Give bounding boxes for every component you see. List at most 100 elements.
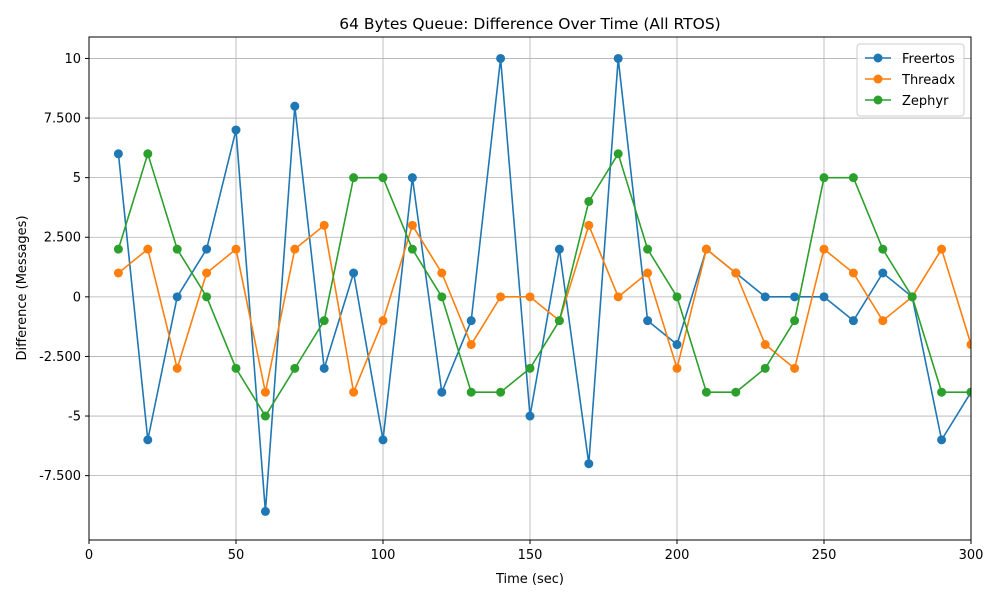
series-line-freertos [117,57,971,513]
plot-area [113,53,971,516]
data-point [701,387,711,397]
data-point [378,316,388,326]
data-point [554,244,564,254]
data-point [613,53,623,63]
legend-marker [873,95,883,105]
data-point [848,173,858,183]
data-point [790,316,800,326]
data-point [760,292,770,302]
data-point [672,363,682,373]
legend-box [856,43,965,117]
x-tick-label: 0 [85,548,93,563]
x-tick-label: 50 [228,548,245,563]
data-point [202,268,212,278]
data-point [525,411,535,421]
y-axis-ticks: 10 7.500 5 2.500 0 -2.500 -5 -7.500 [39,52,89,484]
y-tick-label: -5 [68,410,81,425]
data-point [231,244,241,254]
data-point [643,268,653,278]
data-point [496,292,506,302]
data-point [584,459,594,469]
x-axis-ticks: 0 50 100 150 200 250 300 [85,540,984,563]
data-point [407,244,417,254]
axes-frame [88,36,972,541]
legend: Freertos Threadx Zephyr [856,43,965,117]
data-point [819,244,829,254]
data-point [848,268,858,278]
data-point [143,149,153,159]
data-point [260,411,270,421]
data-point [672,292,682,302]
chart-title: 64 Bytes Queue: Difference Over Time (Al… [339,15,720,33]
series-threadx [113,220,971,397]
data-point [937,435,947,445]
data-point [319,316,329,326]
data-point [466,340,476,350]
y-tick-label: -2.500 [39,350,81,365]
data-point [496,53,506,63]
y-tick-label: 2.500 [44,231,81,246]
data-point [290,363,300,373]
data-point [790,363,800,373]
data-point [172,244,182,254]
data-point [907,292,917,302]
series-line-zephyr [117,153,971,417]
data-point [848,316,858,326]
data-point [731,387,741,397]
data-point [878,268,888,278]
x-tick-label: 100 [371,548,396,563]
y-tick-label: 5 [73,171,81,186]
data-point [554,316,564,326]
data-point [643,244,653,254]
legend-label: Threadx [901,73,955,88]
data-point [937,244,947,254]
data-point [172,292,182,302]
data-point [290,244,300,254]
y-tick-label: 7.500 [44,112,81,127]
data-point [878,244,888,254]
data-point [231,363,241,373]
data-point [378,173,388,183]
data-point [437,268,447,278]
data-point [349,173,359,183]
data-point [349,387,359,397]
data-point [760,363,770,373]
data-point [966,387,971,397]
data-point [584,196,594,206]
data-point [437,387,447,397]
data-point [378,435,388,445]
data-point [496,387,506,397]
x-tick-label: 300 [959,548,984,563]
data-point [613,149,623,159]
data-point [672,340,682,350]
data-point [643,316,653,326]
series-line-threadx [117,224,971,393]
y-axis-label: Difference (Messages) [15,215,30,360]
data-point [466,316,476,326]
data-point [437,292,447,302]
data-point [584,220,594,230]
series-freertos [113,53,971,516]
y-tick-label: 10 [64,52,81,67]
data-point [407,220,417,230]
data-point [407,173,417,183]
data-point [231,125,241,135]
data-point [613,292,623,302]
data-point [319,363,329,373]
data-point [260,387,270,397]
data-point [819,292,829,302]
x-tick-label: 150 [518,548,543,563]
legend-marker [873,53,883,63]
data-point [701,244,711,254]
data-point [143,244,153,254]
data-point [319,220,329,230]
data-point [260,506,270,516]
series-zephyr [113,149,971,421]
y-tick-label: 0 [73,290,81,305]
y-tick-label: -7.500 [39,469,81,484]
data-point [172,363,182,373]
data-point [349,268,359,278]
data-point [790,292,800,302]
data-point [525,363,535,373]
